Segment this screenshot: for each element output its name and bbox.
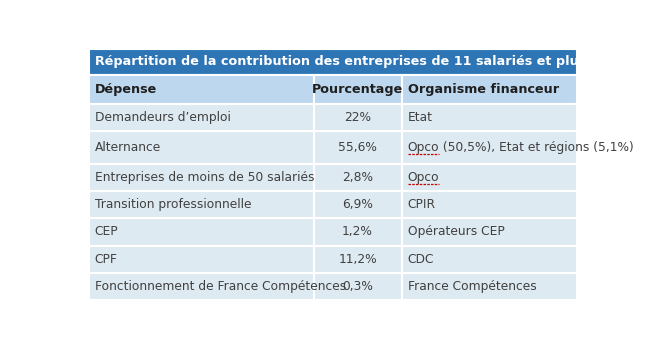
Bar (313, 75, 402, 104)
Bar (313, 164, 402, 191)
Text: Entreprises de moins de 50 salariés: Entreprises de moins de 50 salariés (95, 171, 315, 184)
Text: CPIR: CPIR (408, 198, 436, 211)
Text: Alternance: Alternance (95, 141, 161, 154)
Bar (313, 273, 402, 300)
Bar (402, 104, 577, 131)
Text: Pourcentage: Pourcentage (312, 83, 403, 96)
Bar (402, 75, 577, 104)
Bar (89, 131, 313, 164)
Bar (89, 218, 313, 246)
Text: Transition professionnelle: Transition professionnelle (95, 198, 252, 211)
Bar (402, 191, 577, 218)
Text: 2,8%: 2,8% (342, 171, 373, 184)
Bar (89, 104, 313, 131)
Text: 11,2%: 11,2% (338, 253, 377, 265)
Text: 6,9%: 6,9% (342, 198, 373, 211)
Text: CDC: CDC (408, 253, 434, 265)
Text: Répartition de la contribution des entreprises de 11 salariés et plus en 2020: Répartition de la contribution des entre… (95, 56, 648, 69)
Bar (89, 246, 313, 273)
Bar (313, 191, 402, 218)
Text: 55,6%: 55,6% (338, 141, 377, 154)
Bar (402, 164, 577, 191)
Text: CPF: CPF (95, 253, 118, 265)
Text: France Compétences: France Compétences (408, 280, 536, 293)
Text: Organisme financeur: Organisme financeur (408, 83, 559, 96)
Text: Opérateurs CEP: Opérateurs CEP (408, 225, 504, 238)
Bar (89, 75, 313, 104)
Bar (313, 104, 402, 131)
Bar (402, 218, 577, 246)
Text: 0,3%: 0,3% (342, 280, 373, 293)
Bar (89, 49, 577, 75)
Bar (402, 246, 577, 273)
Bar (402, 131, 577, 164)
Text: (50,5%), Etat et régions (5,1%): (50,5%), Etat et régions (5,1%) (439, 141, 634, 154)
Text: Dépense: Dépense (95, 83, 157, 96)
Bar (89, 164, 313, 191)
Bar (89, 273, 313, 300)
Bar (313, 131, 402, 164)
Text: CEP: CEP (95, 225, 118, 238)
Text: Etat: Etat (408, 111, 433, 124)
Text: Demandeurs d’emploi: Demandeurs d’emploi (95, 111, 231, 124)
Bar (313, 218, 402, 246)
Text: Fonctionnement de France Compétences: Fonctionnement de France Compétences (95, 280, 346, 293)
Text: 22%: 22% (344, 111, 371, 124)
Text: Opco: Opco (408, 171, 439, 184)
Text: Opco: Opco (408, 141, 439, 154)
Bar (313, 246, 402, 273)
Text: 1,2%: 1,2% (342, 225, 373, 238)
Bar (402, 273, 577, 300)
Bar (89, 191, 313, 218)
